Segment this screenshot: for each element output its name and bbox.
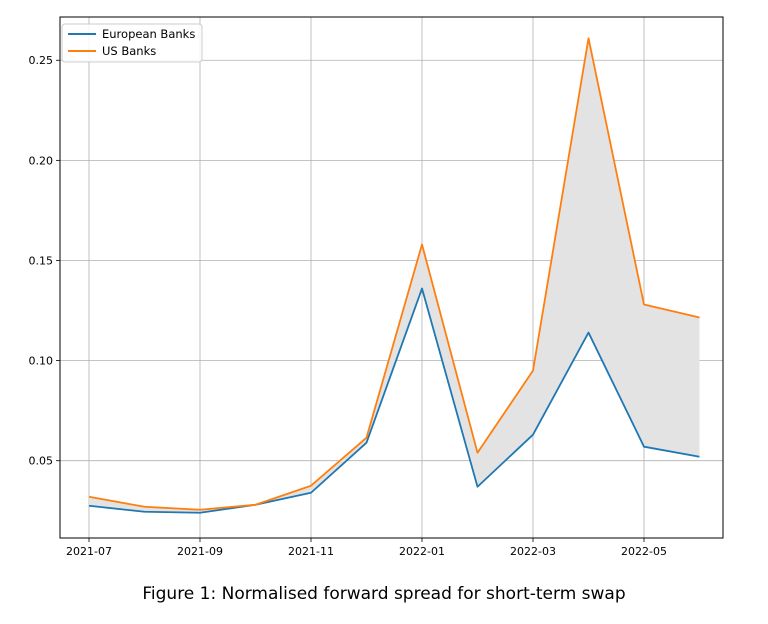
- data-point-european-banks: [699, 456, 701, 458]
- x-tick-label: 2021-09: [177, 545, 223, 558]
- data-point-european-banks: [144, 511, 146, 513]
- x-tick-label: 2022-03: [510, 545, 556, 558]
- data-point-us-banks: [255, 504, 257, 506]
- data-point-us-banks: [532, 370, 534, 372]
- data-point-european-banks: [588, 332, 590, 334]
- legend-box: [61, 23, 203, 63]
- y-tick-label: 0.05: [29, 455, 54, 468]
- data-point-european-banks: [199, 512, 201, 514]
- y-tick-label: 0.20: [29, 154, 54, 167]
- series-lines: [88, 37, 701, 514]
- data-point-european-banks: [366, 442, 368, 444]
- series-line-european-banks: [88, 287, 700, 514]
- x-tick-label: 2021-11: [288, 545, 334, 558]
- data-point-european-banks: [477, 486, 479, 488]
- axis-ticks: 2021-07 2021-09 2021-11 2022-01 2022-03 2022-…: [29, 54, 667, 558]
- legend-label-european-banks: European Banks: [102, 27, 195, 41]
- data-point-us-banks: [643, 304, 645, 306]
- fill-between-series: [89, 38, 700, 513]
- data-point-us-banks: [310, 485, 312, 487]
- data-point-european-banks: [88, 505, 90, 507]
- data-point-european-banks: [643, 446, 645, 448]
- data-point-us-banks: [199, 509, 201, 511]
- data-point-us-banks: [588, 37, 590, 39]
- data-point-us-banks: [477, 452, 479, 454]
- figure-caption: Figure 1: Normalised forward spread for …: [142, 584, 626, 604]
- x-tick-label: 2022-01: [399, 545, 445, 558]
- y-tick-label: 0.25: [29, 54, 54, 67]
- data-point-us-banks: [88, 496, 90, 498]
- fill-region: [89, 38, 700, 513]
- plot-frame: [59, 16, 724, 539]
- x-tick-label: 2021-07: [66, 545, 112, 558]
- x-tick-label: 2022-05: [621, 545, 667, 558]
- y-tick-label: 0.15: [29, 254, 54, 267]
- legend-label-us-banks: US Banks: [102, 44, 156, 58]
- data-point-european-banks: [421, 288, 423, 290]
- data-point-us-banks: [144, 506, 146, 508]
- data-point-us-banks: [421, 243, 423, 245]
- y-tick-label: 0.10: [29, 355, 54, 368]
- data-point-european-banks: [532, 434, 534, 436]
- data-point-us-banks: [366, 437, 368, 439]
- data-point-us-banks: [699, 317, 701, 319]
- data-point-european-banks: [310, 492, 312, 494]
- series-line-us-banks: [88, 37, 700, 511]
- legend: European Banks US Banks: [61, 23, 203, 63]
